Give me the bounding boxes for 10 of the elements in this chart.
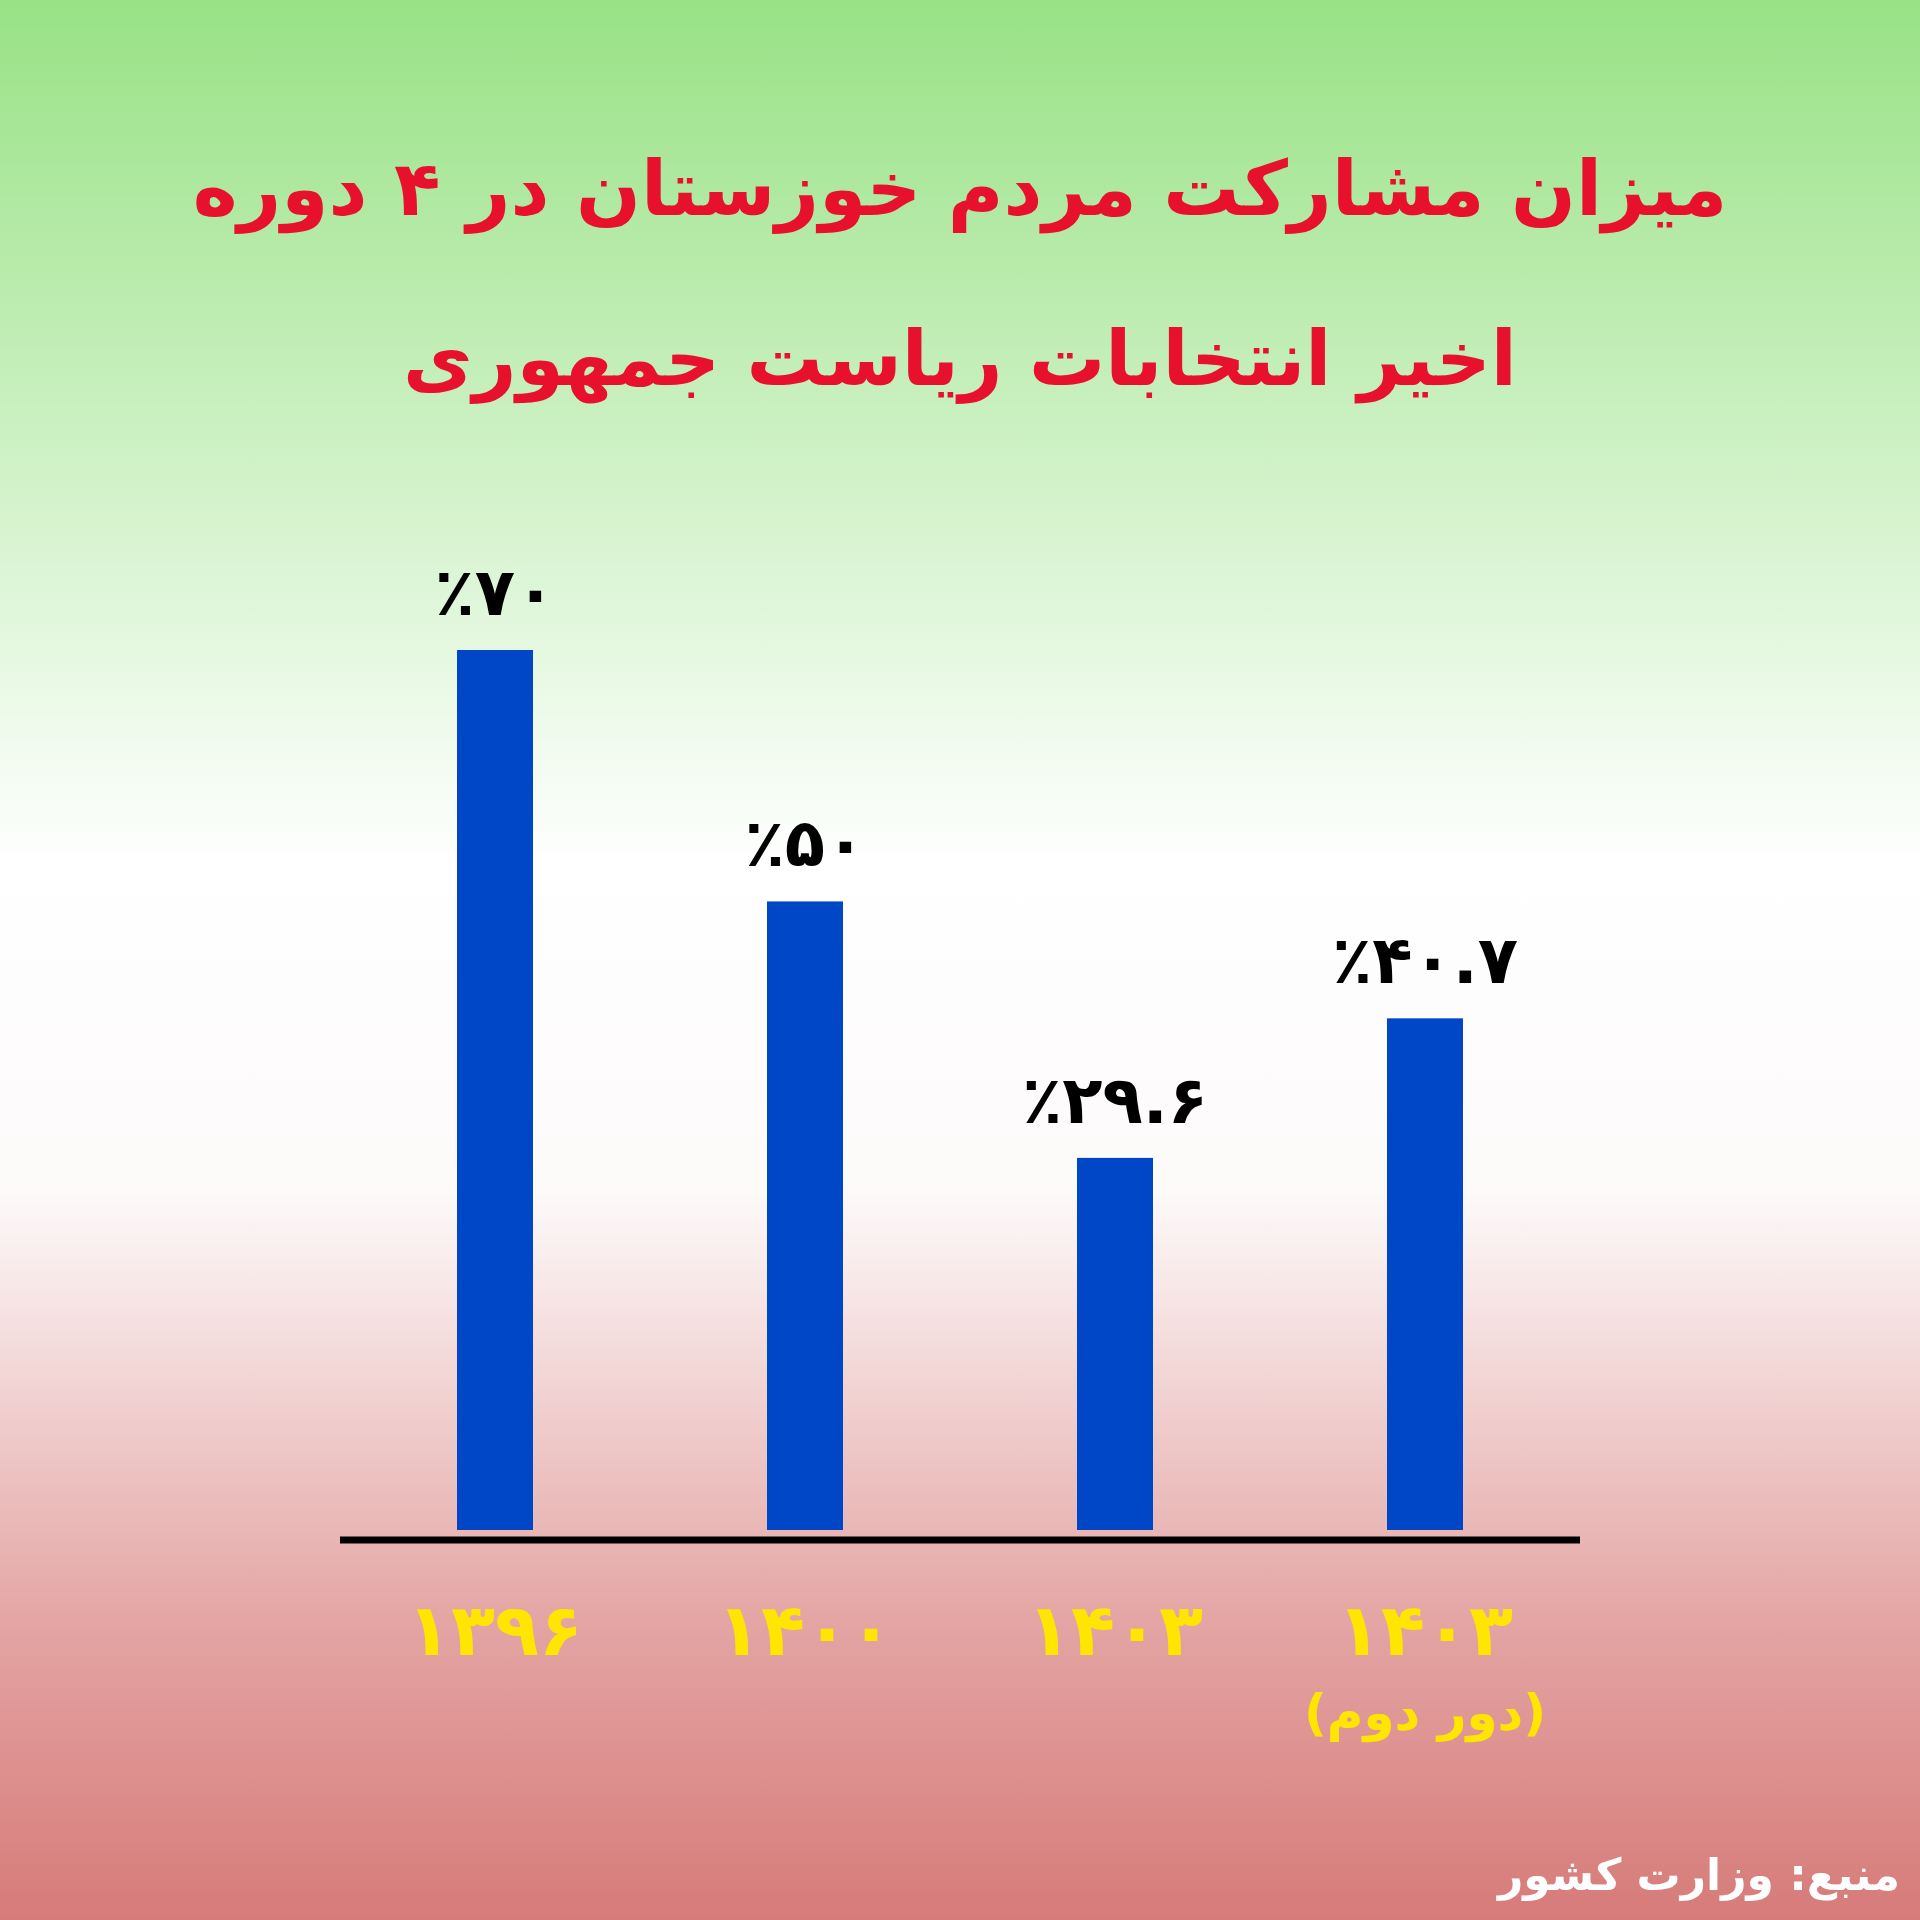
data-label: ٪۷۰: [434, 554, 556, 631]
x-tick-label: ۱۴۰۳: [1027, 1588, 1203, 1672]
data-label: ٪۲۹.۶: [1021, 1061, 1209, 1139]
x-tick-label: ۱۴۰۰: [717, 1588, 893, 1672]
chart-title: میزان مشارکت مردم خوزستان در ۴ دوره اخیر انتخابات ریاست جمهوری: [192, 144, 1728, 404]
x-tick-label: ۱۳۹۶: [407, 1588, 583, 1672]
data-label: ٪۵۰: [744, 805, 866, 883]
data-label: ٪۴۰.۷: [1331, 922, 1519, 1000]
text: منبع: وزارت کشور: [1495, 1849, 1900, 1901]
x-tick-label: ۱۴۰۳ (دور دوم): [1303, 1588, 1547, 1743]
